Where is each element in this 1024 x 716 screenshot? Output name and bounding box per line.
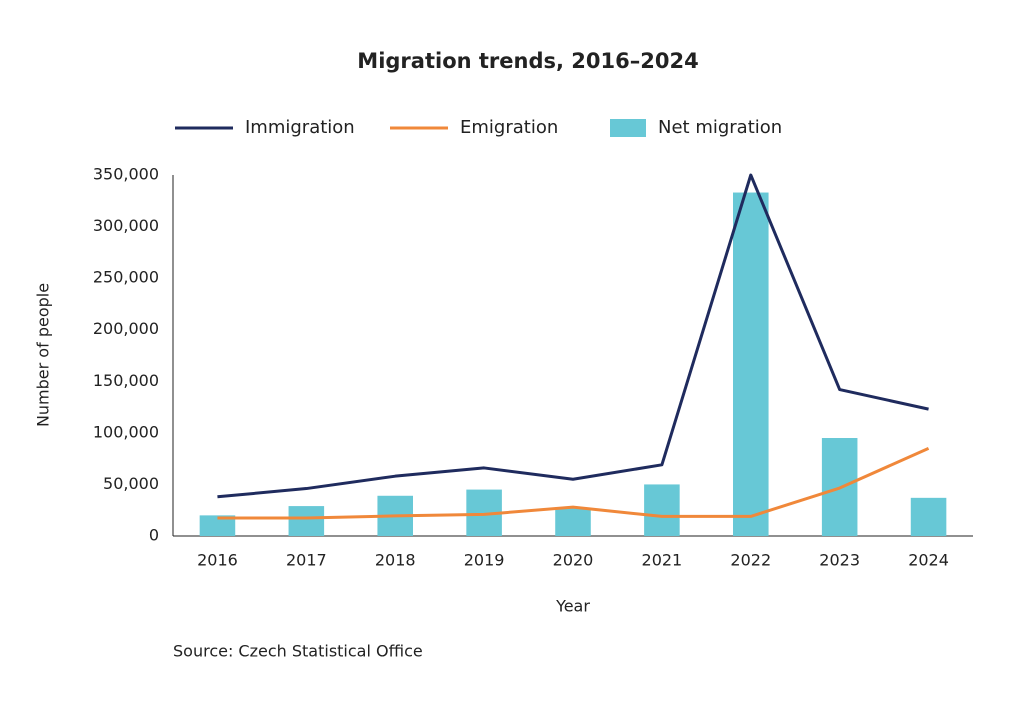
x-tick-label: 2016 [197, 551, 238, 570]
y-tick-label: 200,000 [93, 319, 159, 338]
chart-title: Migration trends, 2016–2024 [357, 49, 698, 73]
y-tick-label: 100,000 [93, 422, 159, 441]
bar [199, 515, 236, 536]
x-tick-label: 2021 [642, 551, 683, 570]
y-axis-label: Number of people [34, 283, 53, 427]
bar [288, 506, 325, 536]
legend-label: Emigration [460, 117, 558, 138]
legend-label: Net migration [658, 117, 782, 138]
source-note: Source: Czech Statistical Office [173, 642, 423, 661]
legend-swatch [610, 119, 646, 137]
y-tick-label: 50,000 [103, 474, 159, 493]
y-tick-label: 250,000 [93, 268, 159, 287]
bar [733, 192, 769, 536]
bar [644, 484, 680, 536]
y-tick-label: 350,000 [93, 165, 159, 184]
line [217, 173, 929, 499]
x-tick-label: 2024 [908, 551, 949, 570]
line [217, 446, 930, 520]
x-tick-label: 2020 [553, 551, 594, 570]
y-tick-label: 0 [149, 526, 159, 545]
x-tick-label: 2023 [819, 551, 860, 570]
x-tick-label: 2022 [730, 551, 771, 570]
y-tick-label: 300,000 [93, 216, 159, 235]
x-axis-label: Year [555, 597, 590, 616]
legend-label: Immigration [245, 117, 355, 138]
bar [910, 497, 947, 536]
bar [555, 508, 591, 536]
x-tick-label: 2019 [464, 551, 505, 570]
y-tick-label: 150,000 [93, 371, 159, 390]
x-tick-label: 2017 [286, 551, 327, 570]
x-tick-label: 2018 [375, 551, 416, 570]
